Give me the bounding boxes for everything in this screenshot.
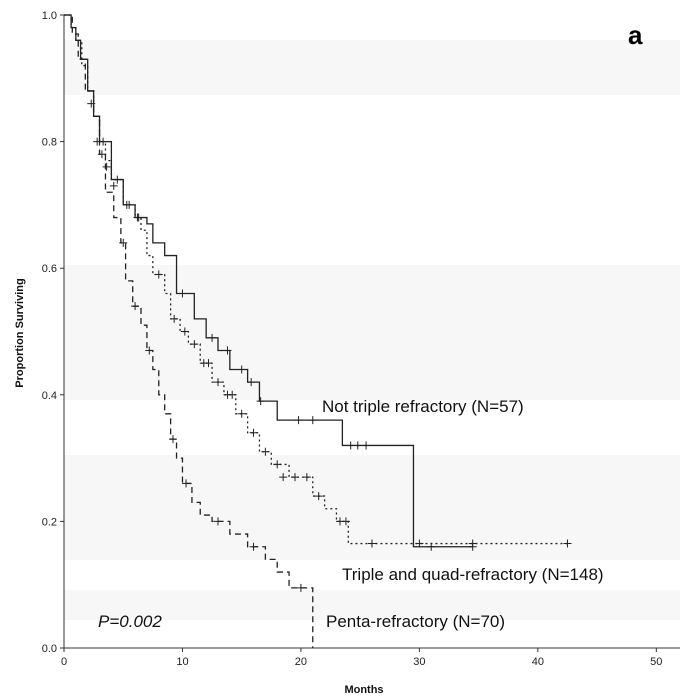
- censor-mark: [296, 583, 305, 592]
- censor-mark: [247, 378, 256, 387]
- censor-mark: [145, 346, 154, 355]
- censor-mark: [182, 479, 191, 488]
- censor-mark: [353, 441, 362, 450]
- censor-mark: [204, 359, 213, 368]
- censor-mark: [294, 416, 303, 425]
- background-band: [64, 590, 680, 620]
- x-tick-label: 10: [176, 656, 188, 668]
- censor-mark: [249, 542, 258, 551]
- y-tick-label: 0.6: [42, 263, 57, 275]
- series-label-not-triple: Not triple refractory (N=57): [322, 397, 524, 416]
- y-tick-label: 0.0: [42, 643, 57, 655]
- censor-mark: [178, 289, 187, 298]
- background-band: [64, 265, 680, 400]
- y-tick-label: 0.4: [42, 390, 57, 402]
- series-2: [64, 14, 314, 648]
- y-tick-label: 0.2: [42, 516, 57, 528]
- x-axis-title: Months: [344, 684, 383, 696]
- censor-mark: [214, 378, 222, 387]
- panel-label: a: [628, 20, 643, 50]
- censor-mark: [362, 441, 371, 450]
- censor-mark: [214, 517, 222, 526]
- censor-mark: [119, 238, 128, 247]
- series-label-triple-quad: Triple and quad-refractory (N=148): [342, 565, 604, 584]
- censor-mark: [249, 428, 258, 437]
- censor-mark: [170, 314, 179, 323]
- censor-mark: [134, 213, 143, 222]
- censor-mark: [237, 409, 246, 418]
- y-tick-label: 1.0: [42, 10, 57, 22]
- censor-mark: [97, 150, 106, 159]
- y-axis-title: Proportion Surviving: [14, 278, 26, 387]
- censor-mark: [190, 340, 199, 349]
- p-value-annotation: P=0.002: [98, 612, 162, 631]
- x-tick-label: 30: [413, 656, 425, 668]
- censor-mark: [87, 99, 96, 108]
- axes: 0.0 0.2 0.4 0.6 0.8 1.0 0 10 20 30 40 50: [42, 10, 680, 668]
- censor-mark: [308, 416, 317, 425]
- censor-mark: [346, 441, 355, 450]
- background-band: [64, 40, 680, 95]
- censor-mark: [563, 539, 572, 548]
- x-tick-label: 50: [650, 656, 662, 668]
- x-tick-label: 20: [295, 656, 307, 668]
- censor-mark: [180, 327, 189, 336]
- censor-mark: [302, 473, 311, 482]
- censor-mark: [109, 181, 118, 190]
- censor-mark: [168, 435, 177, 444]
- censor-mark: [314, 492, 323, 501]
- x-tick-label: 40: [532, 656, 544, 668]
- plot-background: [64, 40, 680, 620]
- series-layer: [64, 14, 572, 648]
- censor-mark: [228, 390, 237, 399]
- censor-mark: [368, 539, 376, 548]
- censor-mark: [131, 302, 140, 311]
- censor-mark: [102, 162, 111, 171]
- censor-mark: [256, 397, 265, 406]
- censor-mark: [341, 517, 350, 526]
- censor-mark: [415, 539, 424, 548]
- censor-mark: [237, 365, 246, 374]
- censor-mark: [279, 473, 288, 482]
- censor-mark: [99, 137, 108, 146]
- censor-mark: [113, 175, 122, 184]
- censor-mark: [468, 539, 477, 548]
- series-line: [64, 14, 314, 648]
- censor-mark: [291, 473, 299, 482]
- censor-mark: [125, 200, 134, 209]
- censor-mark: [273, 460, 282, 469]
- series-label-penta: Penta-refractory (N=70): [326, 612, 505, 631]
- censor-mark: [261, 447, 270, 456]
- x-tick-label: 0: [61, 656, 67, 668]
- censor-mark: [223, 346, 232, 355]
- censor-mark: [208, 333, 217, 342]
- censor-mark: [154, 270, 163, 279]
- y-tick-label: 0.8: [42, 137, 57, 149]
